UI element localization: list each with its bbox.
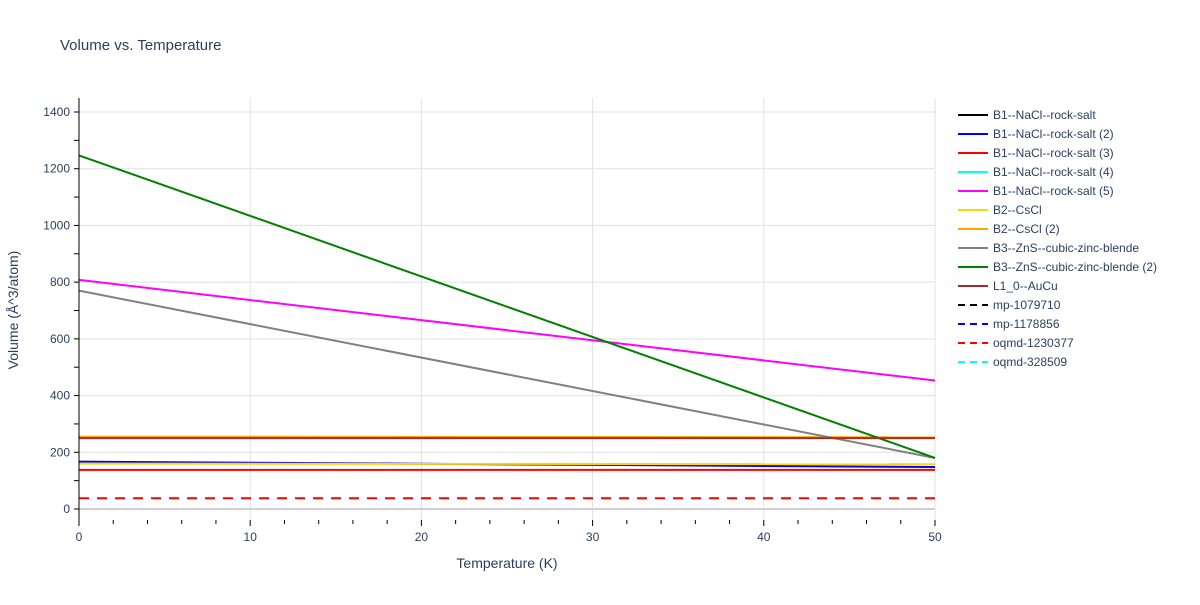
legend-label: B1--NaCl--rock-salt (4) bbox=[993, 165, 1114, 179]
y-tick-label: 0 bbox=[63, 502, 70, 516]
x-tick-label: 50 bbox=[928, 530, 942, 544]
legend-label: oqmd-1230377 bbox=[993, 336, 1074, 350]
y-tick-label: 1000 bbox=[43, 218, 70, 232]
legend-label: B2--CsCl bbox=[993, 203, 1042, 217]
x-tick-label: 30 bbox=[586, 530, 600, 544]
y-tick-label: 400 bbox=[50, 389, 70, 403]
legend-label: B2--CsCl (2) bbox=[993, 222, 1060, 236]
series-line bbox=[78, 462, 936, 466]
x-tick-label: 0 bbox=[76, 530, 83, 544]
legend-label: mp-1178856 bbox=[993, 317, 1060, 331]
legend-label: L1_0--AuCu bbox=[993, 279, 1058, 293]
chart-title: Volume vs. Temperature bbox=[60, 37, 221, 54]
legend-label: mp-1079710 bbox=[993, 298, 1061, 312]
legend-label: B1--NaCl--rock-salt (2) bbox=[993, 127, 1114, 141]
legend-label: oqmd-328509 bbox=[993, 355, 1067, 369]
legend-label: B1--NaCl--rock-salt (5) bbox=[993, 184, 1114, 198]
legend-label: B3--ZnS--cubic-zinc-blende (2) bbox=[993, 260, 1157, 274]
y-tick-label: 600 bbox=[50, 332, 70, 346]
y-axis-label: Volume (Å^3/atom) bbox=[5, 251, 21, 370]
series-line bbox=[78, 154, 936, 459]
x-tick-label: 40 bbox=[757, 530, 771, 544]
x-tick-label: 20 bbox=[415, 530, 429, 544]
legend-label: B3--ZnS--cubic-zinc-blende bbox=[993, 241, 1139, 255]
legend-label: B1--NaCl--rock-salt (3) bbox=[993, 146, 1114, 160]
y-tick-label: 1400 bbox=[43, 105, 70, 119]
x-axis-label: Temperature (K) bbox=[456, 555, 557, 571]
x-tick-label: 10 bbox=[244, 530, 258, 544]
legend-label: B1--NaCl--rock-salt bbox=[993, 108, 1096, 122]
series-line bbox=[78, 278, 936, 382]
y-tick-label: 800 bbox=[50, 275, 70, 289]
y-tick-label: 1200 bbox=[43, 162, 70, 176]
y-tick-label: 200 bbox=[50, 445, 70, 459]
series-line bbox=[78, 289, 936, 459]
